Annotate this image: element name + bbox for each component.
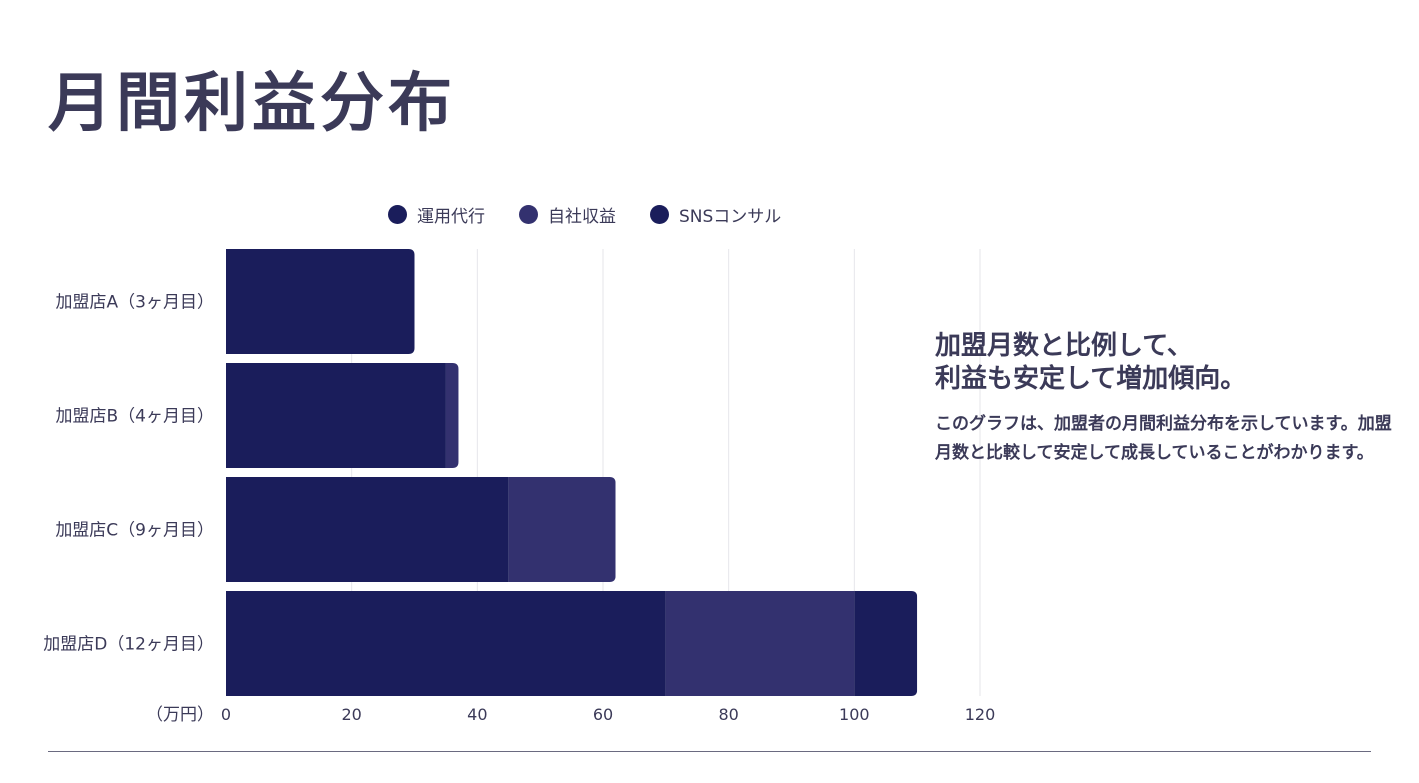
- legend-swatch: [519, 205, 538, 224]
- bar-segment: [508, 477, 616, 582]
- y-tick-label: 加盟店D（12ヶ月目）: [43, 635, 214, 655]
- legend: 運用代行 自社収益 SNSコンサル: [388, 202, 781, 227]
- page-title: 月間利益分布: [48, 67, 456, 141]
- y-tick-label: 加盟店B（4ヶ月目）: [56, 407, 214, 427]
- legend-item: 自社収益: [519, 202, 616, 227]
- x-tick-label: 0: [221, 705, 231, 724]
- x-tick-label: 60: [593, 705, 613, 724]
- summary-body: このグラフは、加盟者の月間利益分布を示しています。加盟月数と比較して安定して成長…: [935, 414, 1392, 463]
- y-tick-label: 加盟店C（9ヶ月目）: [55, 521, 214, 541]
- legend-item: SNSコンサル: [650, 202, 781, 227]
- x-axis-label: （万円）: [146, 705, 214, 725]
- x-tick-label: 20: [341, 705, 361, 724]
- x-tick-label: 100: [839, 705, 870, 724]
- bar-segment: [445, 363, 459, 468]
- legend-label: 運用代行: [417, 207, 485, 227]
- bar-segment: [854, 591, 918, 696]
- x-tick-label: 40: [467, 705, 487, 724]
- summary-heading: 加盟月数と比例して、 利益も安定して増加傾向。: [935, 331, 1247, 394]
- summary-panel: 加盟月数と比例して、 利益も安定して増加傾向。 このグラフは、加盟者の月間利益分布…: [935, 330, 1395, 468]
- x-tick-label: 80: [718, 705, 738, 724]
- bar-segment: [226, 591, 666, 696]
- bar-segment: [226, 249, 415, 354]
- x-tick-label: 120: [965, 705, 996, 724]
- legend-item: 運用代行: [388, 202, 485, 227]
- bar-segment: [665, 591, 855, 696]
- bar-segment: [226, 363, 446, 468]
- y-tick-label: 加盟店A（3ヶ月目）: [56, 293, 214, 313]
- divider: [48, 751, 1371, 752]
- bar-segment: [226, 477, 509, 582]
- legend-label: 自社収益: [548, 207, 616, 227]
- legend-label: SNSコンサル: [679, 207, 782, 227]
- legend-swatch: [650, 205, 669, 224]
- legend-swatch: [388, 205, 407, 224]
